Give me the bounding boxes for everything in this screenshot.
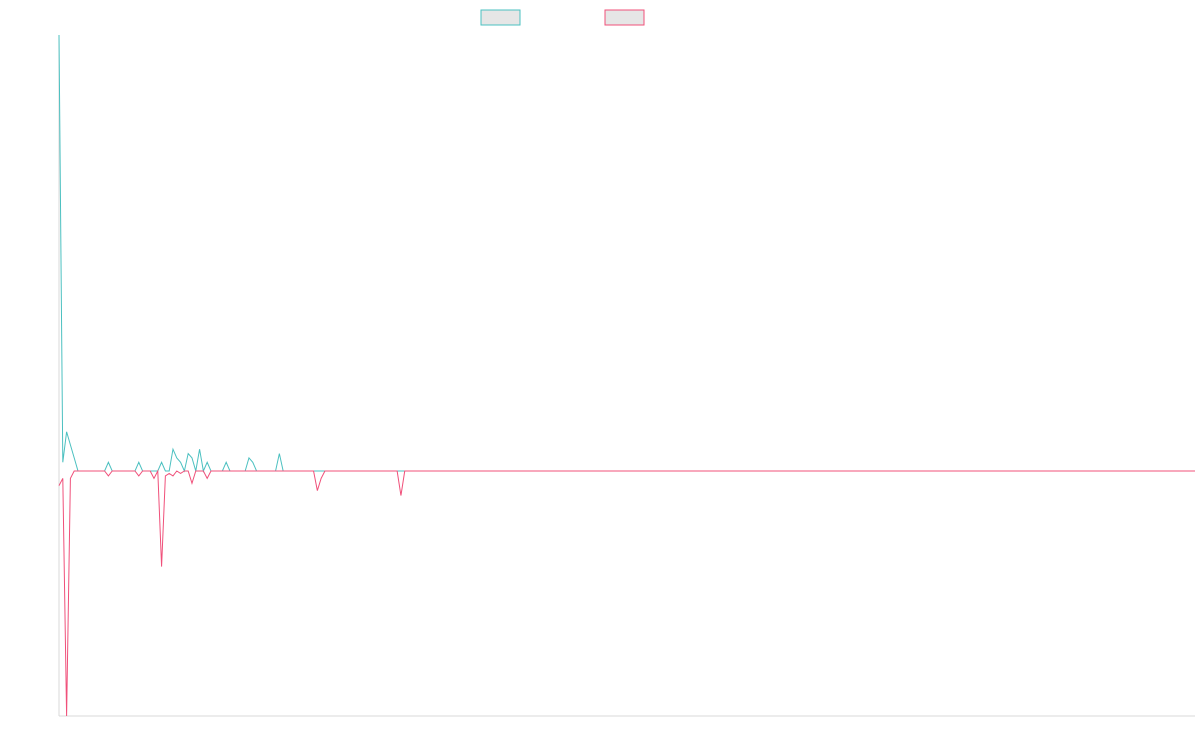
legend-swatch-series-1[interactable] xyxy=(480,9,521,26)
series-layer xyxy=(58,34,1195,717)
legend-swatch-series-2[interactable] xyxy=(604,9,645,26)
legend xyxy=(480,9,645,26)
series-line-2[interactable] xyxy=(58,469,1195,717)
series-line-1[interactable] xyxy=(58,34,1195,473)
